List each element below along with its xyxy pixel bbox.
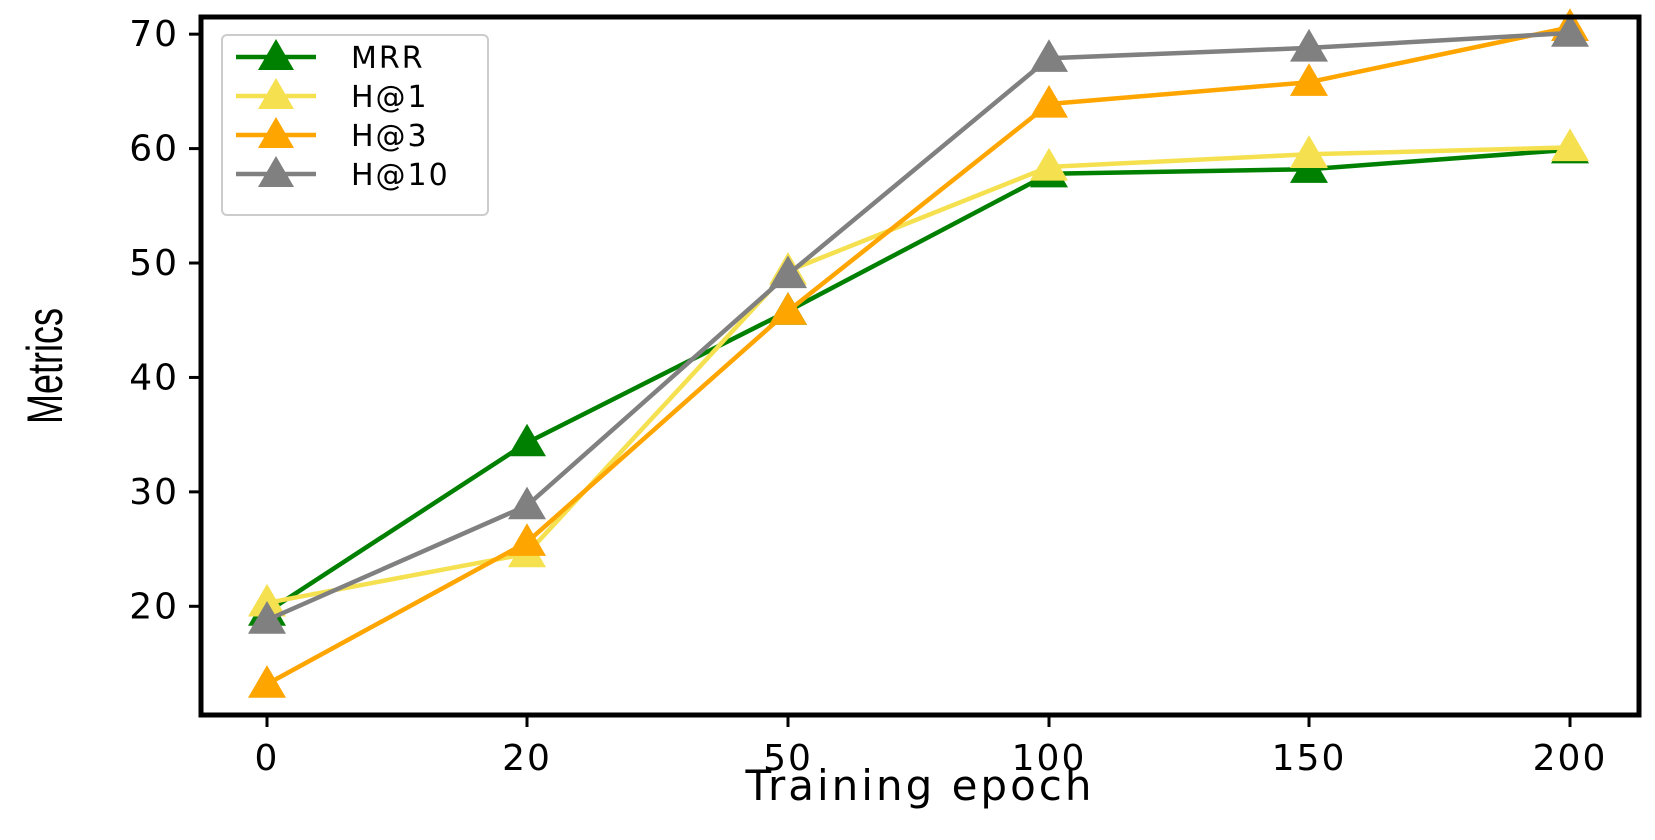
legend-label: H@10 [351,158,450,193]
data-point [1030,85,1068,118]
y-tick-label: 40 [129,357,179,398]
legend-entry: H@1 [236,78,429,115]
x-axis-title: Training epoch [745,761,1095,810]
data-point [1551,128,1589,162]
legend-entry: H@3 [236,117,429,154]
plot-frame [198,14,1642,718]
data-point [508,523,546,556]
series-line [265,147,1571,614]
data-point [508,423,546,457]
series-line [266,145,1571,606]
x-tick-label: 0 [255,738,280,779]
y-axis-ticks: 20 30 40 50 60 70 [129,14,201,627]
x-tick-label: 100 [1012,738,1087,779]
series-hat10 [248,14,1589,634]
x-tick-label: 150 [1272,738,1347,779]
y-tick-label: 60 [129,129,179,170]
y-tick-label: 70 [129,14,179,55]
series-line [265,25,1571,687]
data-point [1030,147,1068,181]
data-point [508,486,546,520]
data-point [1290,135,1328,168]
data-point [1030,39,1068,72]
legend-box [221,34,489,216]
y-tick-label: 30 [129,472,179,513]
data-point [248,665,286,698]
x-tick-label: 200 [1533,738,1608,779]
legend: MRR H@1 H@3 H@10 [221,34,489,216]
data-point [1290,28,1328,62]
data-point [769,292,807,325]
legend-label: H@1 [351,80,429,115]
legend-marker [258,39,294,70]
legend-marker [258,78,294,109]
y-tick-label: 50 [129,243,179,284]
data-point [248,583,286,617]
x-axis-ticks: 0 20 50 100 150 200 [255,715,1608,779]
legend-label: MRR [351,41,425,76]
data-point [1551,14,1589,47]
x-tick-label: 50 [763,738,813,779]
series-layer [248,8,1589,698]
legend-marker [258,117,294,148]
legend-marker [258,156,294,187]
legend-entry: H@10 [236,156,450,193]
legend-entry: MRR [236,39,425,76]
data-point [1290,63,1328,96]
data-point [248,601,286,634]
series-line [266,30,1571,623]
data-point [769,255,807,289]
y-axis-title: Metrics [18,308,73,424]
x-tick-label: 20 [502,738,552,779]
y-tick-label: 20 [129,586,179,627]
legend-label: H@3 [351,119,429,154]
